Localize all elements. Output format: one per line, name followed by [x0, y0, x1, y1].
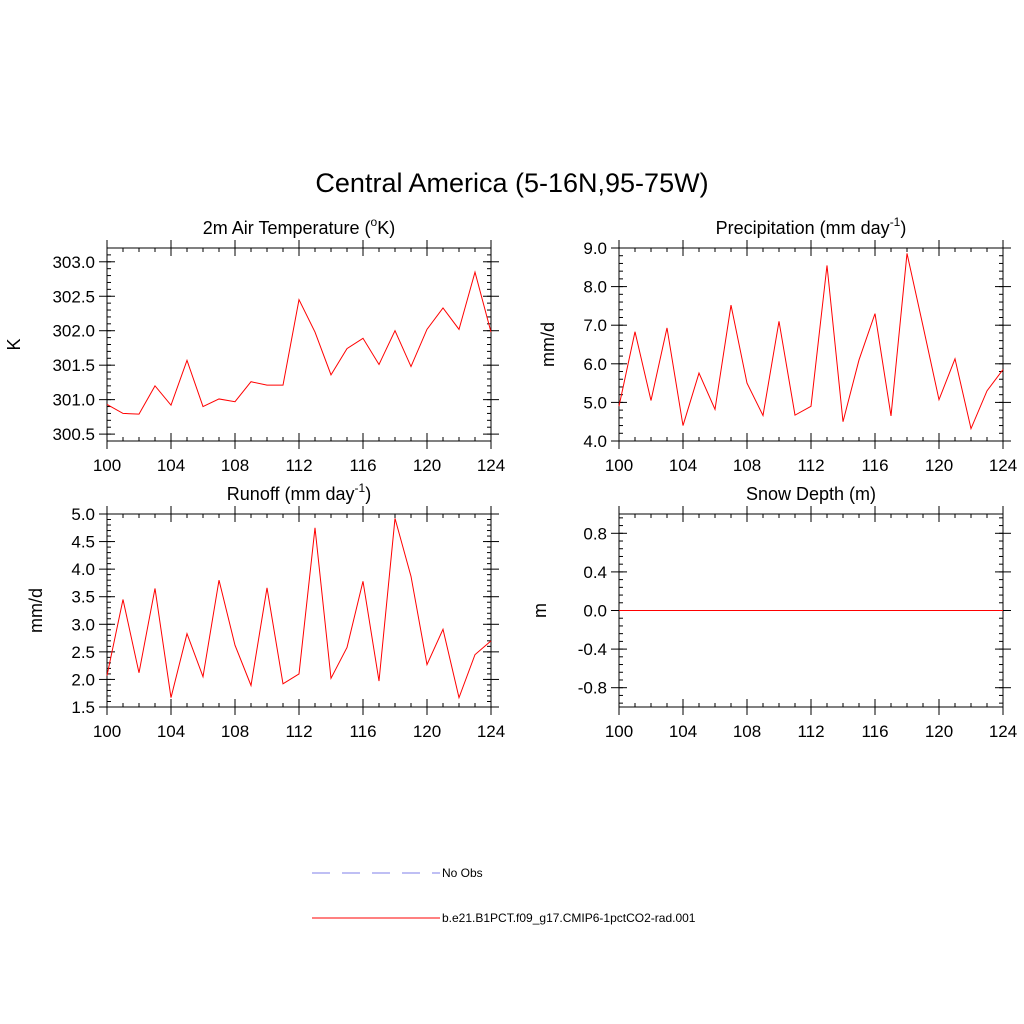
y-tick-label: 301.0 [52, 391, 95, 410]
panel-title: 2m Air Temperature (oK) [203, 215, 395, 238]
legend: No Obs b.e21.B1PCT.f09_g17.CMIP6-1pctCO2… [312, 866, 696, 925]
panel-title-superscript: -1 [355, 481, 366, 495]
y-tick-label: 303.0 [52, 253, 95, 272]
chart-panel-snow-depth: 100 104 108 112 116 120 124 -0.8 -0.4 0.0 0.4 0.8 m S… [530, 484, 1017, 741]
x-tick-label: 124 [477, 456, 505, 475]
y-tick-label: 301.5 [52, 356, 95, 375]
x-tick-label: 108 [221, 722, 249, 741]
y-tick-label: 5.0 [583, 393, 607, 412]
x-tick-label: 100 [605, 722, 633, 741]
y-axis-label: mm/d [26, 588, 46, 633]
chart-panel-runoff: 100 104 108 112 116 120 124 1.5 2.0 2.5 3.0 3.5 4.0 4… [26, 481, 505, 741]
y-tick-label: 3.0 [71, 615, 95, 634]
y-axis-label: K [4, 338, 24, 350]
y-tick-label: 1.5 [71, 698, 95, 717]
y-tick-label: 4.0 [583, 432, 607, 451]
y-tick-label: 2.5 [71, 643, 95, 662]
panel-title-text: Snow Depth (m) [746, 484, 876, 504]
x-tick-label: 124 [989, 722, 1017, 741]
x-tick-label: 120 [413, 722, 441, 741]
y-tick-label: 6.0 [583, 355, 607, 374]
x-tick-label: 104 [669, 456, 697, 475]
panel-title-superscript: -1 [890, 215, 901, 229]
legend-obs-label: No Obs [442, 866, 483, 880]
chart-panel-temperature: 100 104 108 112 116 120 124 300.5 301.0 301.5 302.… [4, 215, 505, 475]
y-axis-label: m [530, 603, 550, 618]
x-tick-label: 104 [669, 722, 697, 741]
plot-frame [106, 247, 492, 442]
x-tick-label: 116 [861, 456, 888, 475]
y-tick-label: 302.0 [52, 322, 95, 341]
y-tick-label: 4.5 [71, 533, 95, 552]
plot-frame [618, 247, 1004, 442]
y-tick-label: -0.8 [578, 679, 607, 698]
series-line-model [618, 253, 1004, 431]
panel-title-text: Precipitation (mm day [716, 218, 890, 238]
y-tick-label: 7.0 [583, 316, 607, 335]
panel-title-text: 2m Air Temperature ( [203, 218, 371, 238]
panel-title-text-end: K) [377, 218, 395, 238]
legend-model-label: b.e21.B1PCT.f09_g17.CMIP6-1pctCO2-rad.00… [442, 911, 696, 925]
plot-frame [106, 513, 492, 708]
panel-title-text-end: ) [900, 218, 906, 238]
x-tick-label: 100 [93, 722, 121, 741]
y-tick-label: 5.0 [71, 505, 95, 524]
x-tick-label: 120 [925, 456, 953, 475]
y-tick-label: 0.0 [583, 602, 607, 621]
x-tick-label: 116 [861, 722, 888, 741]
y-tick-label: 9.0 [583, 239, 607, 258]
x-tick-label: 104 [157, 456, 185, 475]
y-tick-label: -0.4 [578, 640, 607, 659]
panel-title: Snow Depth (m) [746, 484, 876, 504]
x-tick-label: 120 [925, 722, 953, 741]
panel-title: Precipitation (mm day-1) [716, 215, 907, 238]
page-title: Central America (5-16N,95-75W) [315, 168, 708, 198]
x-tick-label: 112 [285, 456, 312, 475]
x-tick-label: 112 [797, 456, 824, 475]
y-tick-label: 300.5 [52, 425, 95, 444]
y-tick-label: 2.0 [71, 670, 95, 689]
panel-title-text-end: ) [365, 484, 371, 504]
y-axis-label: mm/d [538, 322, 558, 367]
x-tick-label: 108 [733, 456, 761, 475]
x-tick-label: 112 [797, 722, 824, 741]
y-tick-label: 0.4 [583, 563, 607, 582]
x-tick-label: 104 [157, 722, 185, 741]
y-tick-label: 3.5 [71, 588, 95, 607]
series-line-model [106, 518, 492, 700]
x-tick-label: 100 [605, 456, 633, 475]
x-tick-label: 100 [93, 456, 121, 475]
x-tick-label: 120 [413, 456, 441, 475]
x-tick-label: 112 [285, 722, 312, 741]
panel-title: Runoff (mm day-1) [227, 481, 371, 504]
y-tick-label: 8.0 [583, 278, 607, 297]
y-tick-label: 0.8 [583, 524, 607, 543]
y-tick-label: 302.5 [52, 287, 95, 306]
y-tick-label: 4.0 [71, 560, 95, 579]
x-tick-label: 124 [477, 722, 505, 741]
x-tick-label: 116 [349, 722, 376, 741]
x-tick-label: 116 [349, 456, 376, 475]
series-line-model [106, 270, 492, 415]
panel-title-text: Runoff (mm day [227, 484, 355, 504]
x-tick-label: 108 [733, 722, 761, 741]
chart-panel-precipitation: 100 104 108 112 116 120 124 4.0 5.0 6.0 7.0 8.0 9.0 m… [538, 215, 1017, 475]
panels: 100 104 108 112 116 120 124 300.5 301.0 301.5 302.… [4, 215, 1017, 741]
panel-title-superscript: o [371, 215, 378, 229]
x-tick-label: 124 [989, 456, 1017, 475]
x-tick-label: 108 [221, 456, 249, 475]
